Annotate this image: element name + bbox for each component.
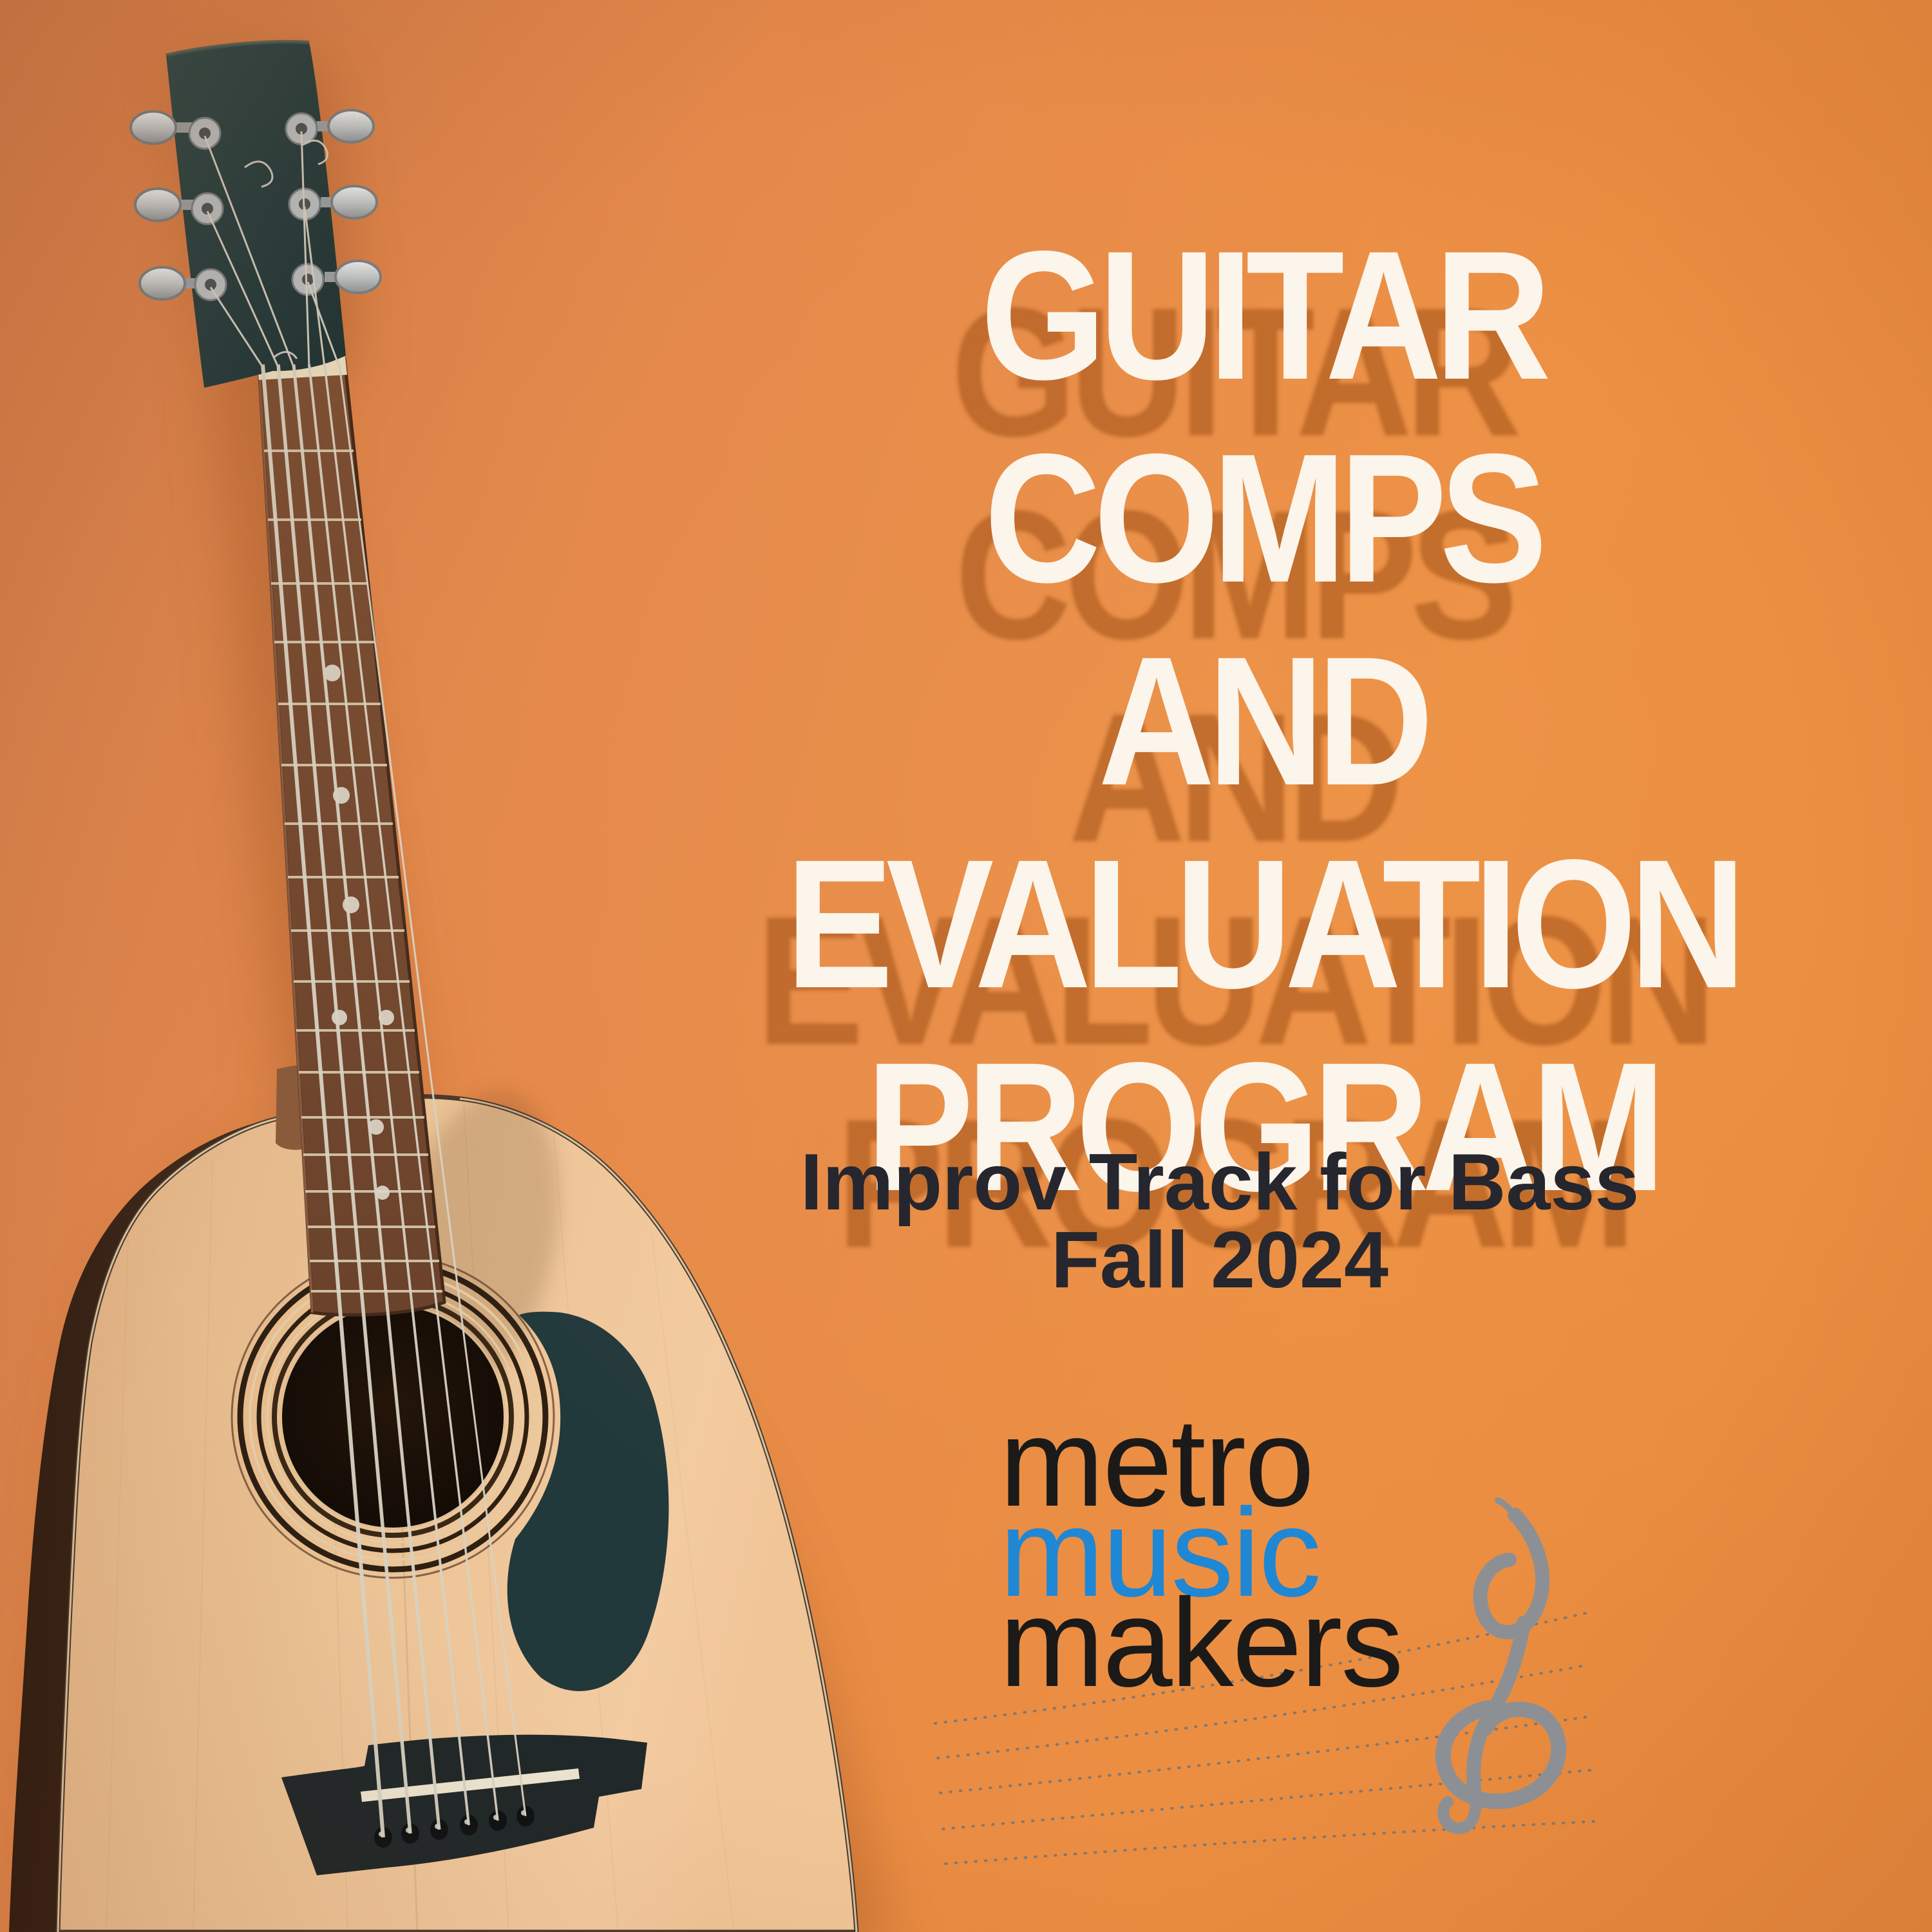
staff-lines-decoration bbox=[934, 1612, 1600, 1865]
title-line-4: PROGRAM bbox=[866, 1025, 1666, 1229]
poster-title: GUITAR COMPS AND EVALUATION PROGRAM bbox=[696, 214, 1829, 1229]
bridge bbox=[281, 1734, 647, 1875]
logo-word-music: music bbox=[999, 1482, 1321, 1623]
metro-music-makers-logo: metro music makers bbox=[999, 1392, 1404, 1713]
poster-subtitle: Improv Track for Bass Fall 2024 bbox=[705, 1138, 1735, 1305]
subtitle-line-2: Fall 2024 bbox=[1051, 1216, 1388, 1305]
logo-word-makers: makers bbox=[999, 1573, 1404, 1713]
pickguard bbox=[507, 1311, 669, 1691]
headstock bbox=[129, 40, 382, 388]
title-line-3: EVALUATION bbox=[785, 822, 1746, 1027]
tuner-knobs bbox=[129, 109, 382, 301]
strings bbox=[204, 131, 527, 1838]
bridge-saddle bbox=[361, 1768, 580, 1802]
logo-word-metro: metro bbox=[999, 1392, 1314, 1533]
subtitle-line-1: Improv Track for Bass bbox=[800, 1138, 1640, 1227]
guitar-body-binding bbox=[57, 1097, 858, 1932]
string-curls bbox=[244, 139, 328, 359]
neck-fretboard bbox=[257, 357, 446, 1317]
treble-clef-icon bbox=[1435, 1497, 1567, 1834]
title-line-2: AND bbox=[1098, 619, 1434, 824]
title-line-1: GUITAR COMPS bbox=[980, 213, 1551, 621]
